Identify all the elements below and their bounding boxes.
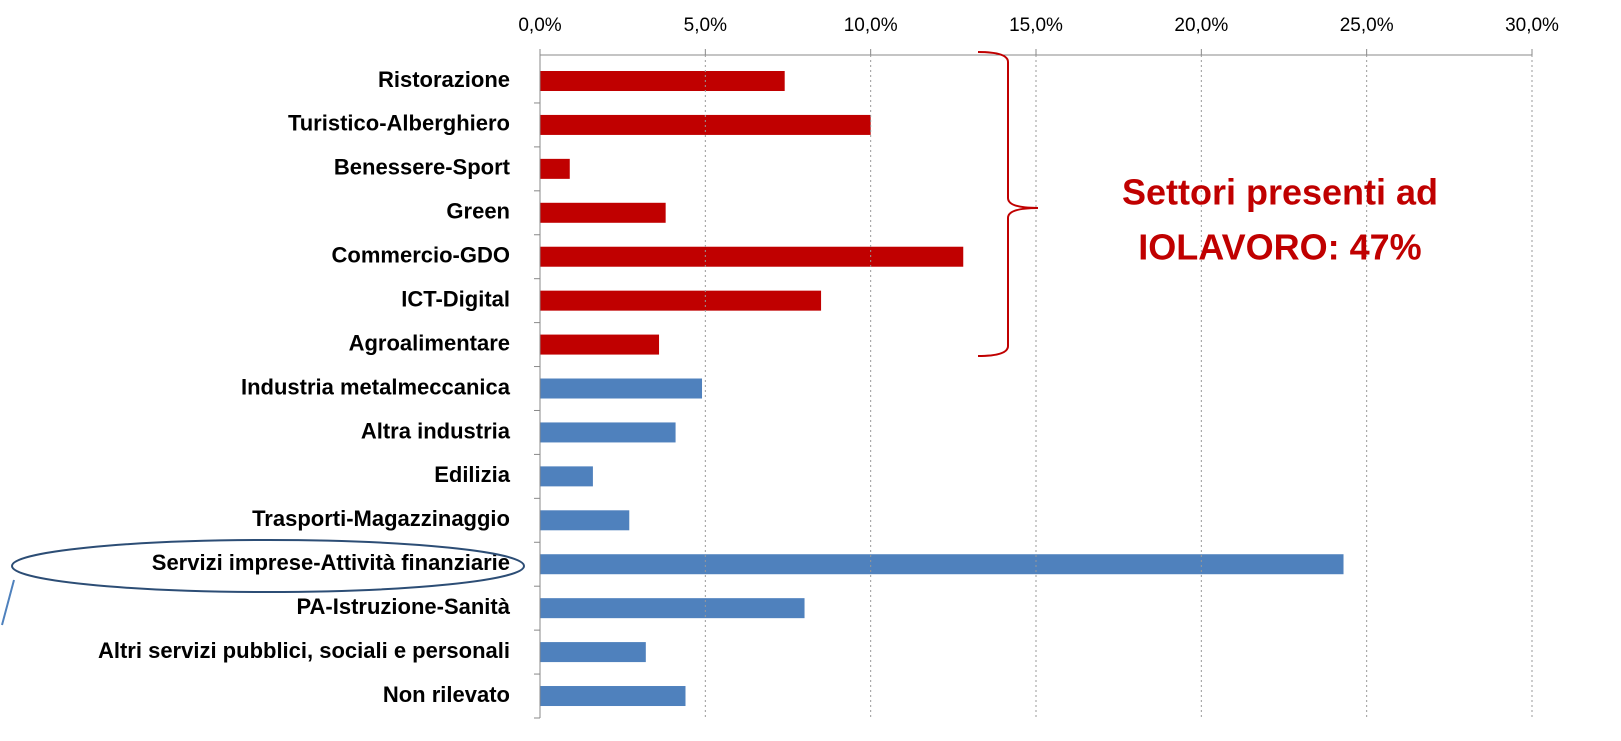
y-tick-label: Non rilevato [383, 682, 510, 707]
bar [540, 642, 646, 663]
callout-line [1, 579, 15, 626]
y-tick-label: PA-Istruzione-Sanità [296, 594, 510, 619]
bar [540, 114, 871, 135]
y-tick-label: Altri servizi pubblici, sociali e person… [98, 638, 510, 663]
y-tick-label: Ristorazione [378, 67, 510, 92]
x-tick-label: 5,0% [684, 15, 727, 36]
x-tick-label: 15,0% [1009, 15, 1063, 36]
x-tick-label: 10,0% [844, 15, 898, 36]
bar [540, 378, 703, 399]
bar [540, 554, 1344, 575]
y-tick-label: Altra industria [361, 418, 511, 443]
annotation: IOLAVORO: 47% [1138, 227, 1421, 268]
annotation: Settori presenti ad [1122, 172, 1438, 213]
y-tick-label: Green [446, 199, 510, 224]
bar [540, 510, 630, 531]
bar [540, 202, 666, 223]
y-tick-label: ICT-Digital [401, 286, 510, 311]
x-tick-label: 25,0% [1340, 15, 1394, 36]
y-tick-label: Trasporti-Magazzinaggio [252, 506, 510, 531]
highlight-ellipse [11, 539, 525, 593]
bar [540, 71, 785, 91]
bar [540, 686, 686, 707]
bar [540, 158, 570, 179]
x-tick-label: 20,0% [1174, 15, 1228, 36]
x-tick-label: 0,0% [518, 15, 561, 36]
y-tick-label: Commercio-GDO [332, 243, 510, 268]
bar [540, 246, 964, 267]
x-tick-label: 30,0% [1505, 15, 1559, 36]
bracket [977, 51, 1039, 357]
bar [540, 466, 593, 487]
bar [540, 290, 822, 311]
bar [540, 422, 676, 443]
y-tick-label: Benessere-Sport [334, 155, 511, 180]
bar [540, 598, 805, 619]
bar [540, 334, 660, 355]
y-tick-label: Edilizia [434, 462, 511, 487]
y-tick-label: Industria metalmeccanica [241, 374, 511, 399]
y-tick-label: Agroalimentare [349, 330, 510, 355]
y-tick-label: Turistico-Alberghiero [288, 111, 510, 136]
y-tick-label: Servizi imprese-Attività finanziarie [152, 550, 510, 575]
